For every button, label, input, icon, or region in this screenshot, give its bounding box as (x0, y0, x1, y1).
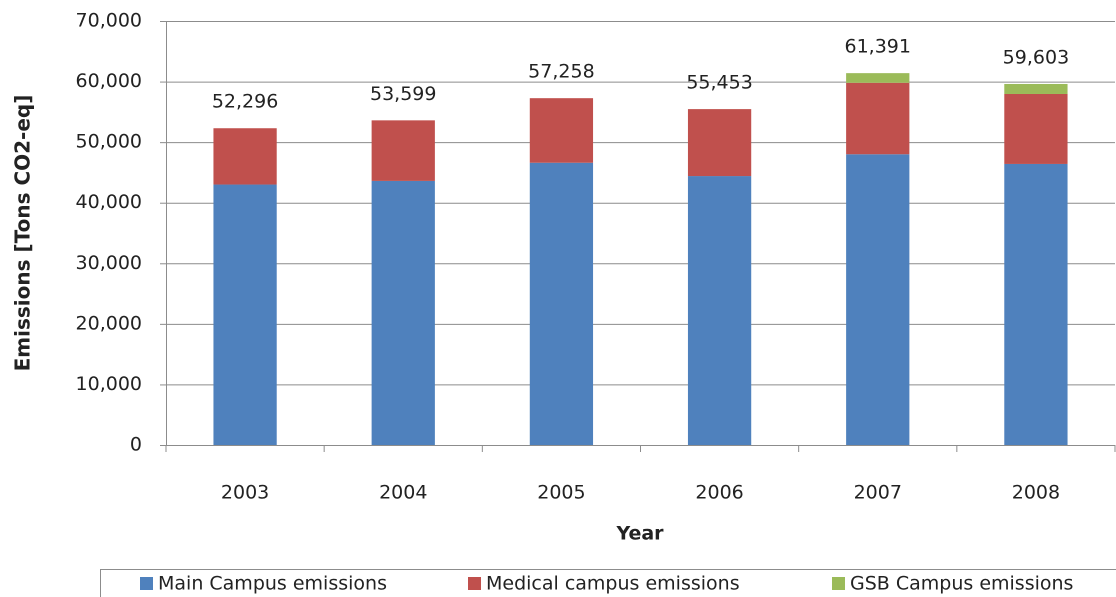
bar-segment (371, 120, 435, 181)
bar-segment (213, 184, 277, 446)
y-tick-label: 20,000 (76, 312, 142, 334)
total-label: 61,391 (845, 36, 911, 58)
bar-segment (846, 154, 910, 445)
y-tick-label: 40,000 (76, 191, 142, 213)
y-tick-label: 60,000 (76, 70, 142, 92)
legend-swatch (140, 577, 153, 590)
bar-segment (1004, 163, 1068, 445)
bar-segment (529, 162, 594, 446)
x-tick-label: 2003 (221, 482, 269, 504)
legend-label: Main Campus emissions (158, 573, 387, 595)
bar-segment (371, 180, 435, 445)
legend-swatch (468, 577, 481, 590)
x-tick-label: 2006 (695, 482, 743, 504)
total-label: 53,599 (370, 83, 436, 105)
y-tick-label: 50,000 (76, 131, 142, 153)
total-label: 57,258 (528, 61, 594, 83)
y-tick-label: 30,000 (76, 252, 142, 274)
bar-segment (1004, 93, 1068, 164)
y-tick-label: 70,000 (76, 10, 142, 32)
legend-label: Medical campus emissions (486, 573, 740, 595)
legend-swatch (832, 577, 845, 590)
bar-segment (529, 98, 594, 163)
bar-segment (846, 73, 910, 83)
y-axis-title: Emissions [Tons CO2-eq] (11, 95, 35, 372)
total-label: 59,603 (1003, 46, 1069, 68)
bar-segment (687, 109, 752, 177)
total-label: 55,453 (686, 72, 752, 94)
bar-segment (687, 176, 752, 445)
x-tick-label: 2005 (537, 482, 585, 504)
bar-segment (846, 82, 910, 155)
y-tick-label: 0 (130, 434, 142, 456)
x-tick-label: 2007 (854, 482, 902, 504)
bar-segment (213, 128, 277, 185)
total-label: 52,296 (212, 91, 278, 113)
legend-box (100, 569, 1116, 597)
legend-label: GSB Campus emissions (850, 573, 1073, 595)
x-tick-label: 2008 (1012, 482, 1060, 504)
x-tick-label: 2004 (379, 482, 427, 504)
bar-segment (1004, 83, 1068, 94)
x-axis-title: Year (615, 523, 664, 545)
y-tick-label: 10,000 (76, 373, 142, 395)
